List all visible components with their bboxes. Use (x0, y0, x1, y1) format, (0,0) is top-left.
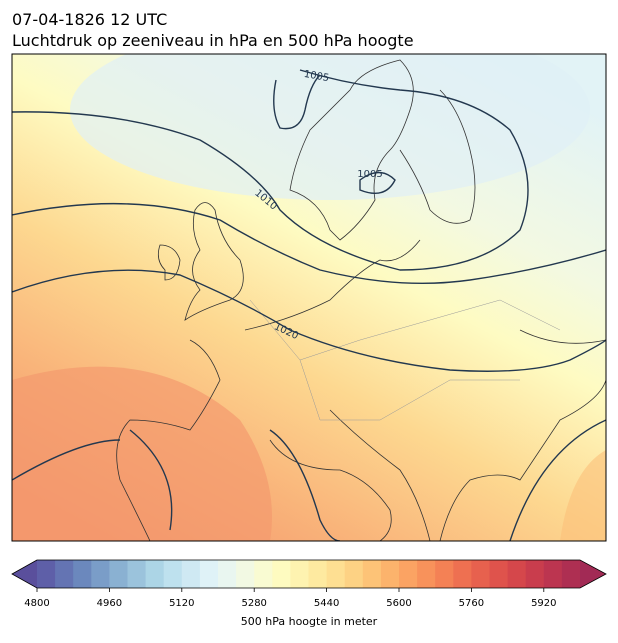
colorbar-segment (73, 560, 92, 588)
colorbar-outline (11, 559, 607, 589)
colorbar-segment (91, 560, 110, 588)
colorbar-segment (525, 560, 545, 588)
country-border (249, 299, 561, 421)
colorbar-segment (362, 560, 382, 588)
colorbar-segment (218, 560, 237, 588)
colorbar-tick-label: 5920 (531, 598, 556, 609)
colorbar-tick-label: 4960 (97, 598, 122, 609)
coastline (184, 202, 244, 321)
isobar (269, 429, 341, 541)
isobar (12, 269, 606, 372)
colorbar-segment (308, 560, 328, 588)
colorbar-segment (507, 560, 527, 588)
colorbar-segment (109, 560, 128, 588)
colorbar-segment (471, 560, 490, 588)
contour-label: 1005 (303, 69, 330, 84)
colorbar-segment (181, 560, 201, 588)
colorbar-segment (489, 560, 509, 588)
isobar (12, 202, 606, 285)
contour-label: 1005 (357, 169, 382, 180)
colorbar-segment (561, 560, 581, 588)
coastline (157, 244, 181, 281)
isobar (12, 429, 173, 531)
colorbar-tick-label: 5120 (169, 598, 194, 609)
map-frame (11, 53, 607, 542)
colorbar-segment (145, 560, 165, 588)
colorbar-segment (399, 560, 418, 588)
coastline (289, 59, 414, 241)
colorbar-segment (236, 560, 255, 588)
colorbar-segment (435, 560, 454, 588)
title: 07-04-1826 12 UTC (12, 10, 167, 29)
colorbar-segment (163, 560, 183, 588)
coastline (244, 239, 421, 331)
colorbar-segment (127, 560, 147, 588)
colorbar-tick-label: 5760 (459, 598, 484, 609)
coastline (439, 379, 606, 541)
low-height-area (70, 54, 590, 200)
colorbar-segment (417, 560, 436, 588)
colorbar-segment (272, 560, 291, 588)
colorbar-under (12, 560, 37, 588)
colorbar-label: 500 hPa hoogte in meter (241, 615, 378, 628)
colorbar-segment (543, 560, 563, 588)
high-height-area (12, 366, 272, 541)
isobar (12, 69, 529, 271)
colorbar: 4800 4960 5120 5280 5440 5600 5760 5920 (11, 559, 607, 609)
map: 1005 1005 1010 1020 (12, 54, 606, 541)
colorbar-segment (254, 560, 273, 588)
subtitle: Luchtdruk op zeeniveau in hPa en 500 hPa… (12, 31, 414, 50)
high-height-area (560, 450, 606, 541)
coastline (329, 409, 431, 541)
colorbar-tick-label: 4800 (24, 598, 49, 609)
isobar (509, 419, 606, 541)
coastline (399, 89, 476, 224)
coastline (519, 329, 606, 344)
coastline (116, 339, 221, 541)
isobar (273, 74, 321, 130)
colorbar-segment (290, 560, 309, 588)
colorbar-segment (199, 560, 219, 588)
coastline (269, 439, 392, 541)
colorbar-segment (380, 560, 400, 588)
colorbar-tick-label: 5600 (386, 598, 411, 609)
colorbar-tick-label: 5280 (241, 598, 266, 609)
colorbar-segment (326, 560, 346, 588)
colorbar-over (580, 560, 606, 588)
isobar (359, 171, 396, 194)
colorbar-segment (453, 560, 472, 588)
colorbar-segment (37, 560, 56, 588)
colorbar-segment (55, 560, 74, 588)
colorbar-segment (344, 560, 364, 588)
colorbar-tick-label: 5440 (314, 598, 339, 609)
